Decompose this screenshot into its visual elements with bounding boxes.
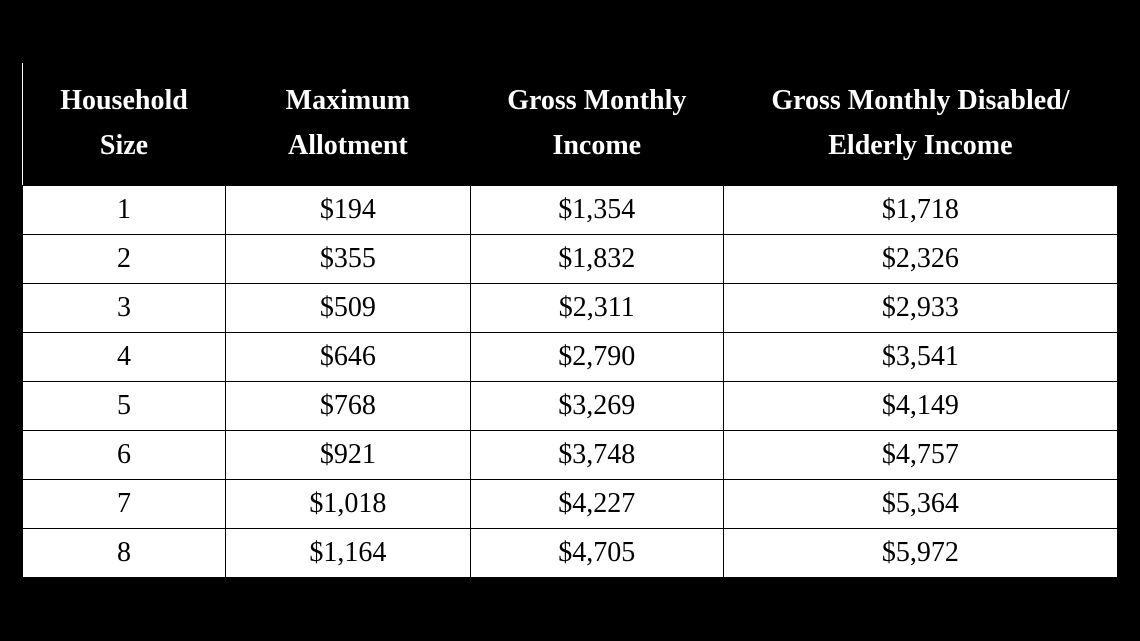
col-header-max-allotment: Maximum Allotment [226, 63, 471, 185]
table-row: 4 $646 $2,790 $3,541 [23, 332, 1118, 381]
cell-max-allotment: $194 [226, 185, 471, 234]
cell-gross-income: $1,354 [470, 185, 723, 234]
cell-household-size: 7 [23, 479, 226, 528]
table-row: 3 $509 $2,311 $2,933 [23, 283, 1118, 332]
cell-household-size: 8 [23, 528, 226, 577]
allotment-income-table: Household Size Maximum Allotment Gross M… [22, 63, 1118, 578]
cell-gross-income: $4,705 [470, 528, 723, 577]
cell-household-size: 3 [23, 283, 226, 332]
cell-household-size: 1 [23, 185, 226, 234]
table-row: 2 $355 $1,832 $2,326 [23, 234, 1118, 283]
table-row: 8 $1,164 $4,705 $5,972 [23, 528, 1118, 577]
cell-disabled-elderly-income: $5,364 [723, 479, 1117, 528]
cell-household-size: 6 [23, 430, 226, 479]
col-header-disabled-elderly-income: Gross Monthly Disabled/ Elderly Income [723, 63, 1117, 185]
cell-household-size: 2 [23, 234, 226, 283]
table-row: 1 $194 $1,354 $1,718 [23, 185, 1118, 234]
cell-disabled-elderly-income: $2,326 [723, 234, 1117, 283]
cell-disabled-elderly-income: $4,149 [723, 381, 1117, 430]
cell-max-allotment: $646 [226, 332, 471, 381]
cell-max-allotment: $509 [226, 283, 471, 332]
table-row: 6 $921 $3,748 $4,757 [23, 430, 1118, 479]
cell-disabled-elderly-income: $1,718 [723, 185, 1117, 234]
cell-gross-income: $1,832 [470, 234, 723, 283]
header-row: Household Size Maximum Allotment Gross M… [23, 63, 1118, 185]
cell-gross-income: $3,269 [470, 381, 723, 430]
cell-disabled-elderly-income: $4,757 [723, 430, 1117, 479]
cell-disabled-elderly-income: $3,541 [723, 332, 1117, 381]
table-header: Household Size Maximum Allotment Gross M… [23, 63, 1118, 185]
table-row: 7 $1,018 $4,227 $5,364 [23, 479, 1118, 528]
col-header-gross-income: Gross Monthly Income [470, 63, 723, 185]
table-body: 1 $194 $1,354 $1,718 2 $355 $1,832 $2,32… [23, 185, 1118, 577]
cell-disabled-elderly-income: $2,933 [723, 283, 1117, 332]
cell-disabled-elderly-income: $5,972 [723, 528, 1117, 577]
cell-max-allotment: $1,018 [226, 479, 471, 528]
cell-gross-income: $4,227 [470, 479, 723, 528]
cell-gross-income: $2,311 [470, 283, 723, 332]
col-header-household-size: Household Size [23, 63, 226, 185]
cell-max-allotment: $355 [226, 234, 471, 283]
cell-max-allotment: $768 [226, 381, 471, 430]
cell-max-allotment: $1,164 [226, 528, 471, 577]
cell-gross-income: $3,748 [470, 430, 723, 479]
cell-household-size: 5 [23, 381, 226, 430]
table-container: Household Size Maximum Allotment Gross M… [20, 61, 1120, 580]
cell-max-allotment: $921 [226, 430, 471, 479]
cell-household-size: 4 [23, 332, 226, 381]
table-row: 5 $768 $3,269 $4,149 [23, 381, 1118, 430]
cell-gross-income: $2,790 [470, 332, 723, 381]
